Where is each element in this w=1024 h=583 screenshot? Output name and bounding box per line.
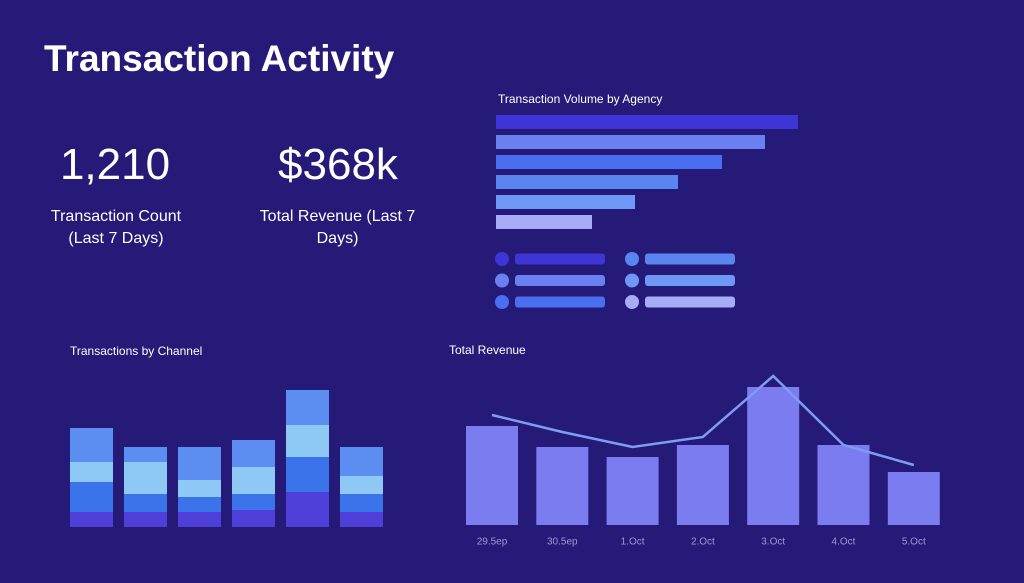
bar-segment bbox=[124, 447, 167, 462]
legend-swatch bbox=[625, 273, 639, 288]
kpi-label: Transaction Count (Last 7 Days) bbox=[50, 208, 182, 247]
x-tick-label: 1.Oct bbox=[621, 537, 645, 548]
bar-segment bbox=[286, 425, 329, 457]
bar-segment bbox=[124, 494, 167, 512]
bar bbox=[496, 175, 678, 189]
bar bbox=[496, 155, 722, 169]
bar-segment bbox=[340, 447, 383, 476]
x-tick-label: 5.Oct bbox=[902, 537, 926, 548]
legend-swatch bbox=[495, 252, 509, 266]
bar-segment bbox=[124, 512, 167, 527]
bar-segment bbox=[232, 510, 275, 527]
legend-swatch bbox=[495, 273, 509, 288]
bar bbox=[496, 135, 765, 149]
bar-segment bbox=[232, 494, 275, 510]
kpi-value: $368k bbox=[278, 140, 398, 189]
x-tick-label: 4.Oct bbox=[832, 537, 856, 548]
x-tick-label: 2.Oct bbox=[691, 537, 715, 548]
bar-segment bbox=[286, 457, 329, 492]
line bbox=[491, 374, 915, 467]
legend-label-placeholder bbox=[515, 253, 605, 265]
x-tick-label: 3.Oct bbox=[761, 537, 785, 548]
bar bbox=[887, 472, 940, 525]
bar-segment bbox=[70, 482, 113, 512]
bar bbox=[466, 426, 518, 525]
chart-title: Transactions by Channel bbox=[70, 344, 202, 358]
bar-segment bbox=[70, 512, 113, 527]
bar-segment bbox=[286, 492, 329, 527]
bar bbox=[496, 195, 635, 209]
legend-swatch bbox=[495, 295, 509, 309]
legend-label-placeholder bbox=[645, 275, 735, 286]
bar-segment bbox=[340, 476, 383, 494]
bar-segment bbox=[286, 390, 329, 425]
bar-segment bbox=[70, 428, 113, 462]
bar bbox=[606, 457, 659, 525]
bar bbox=[676, 445, 729, 525]
kpi-value: 1,210 bbox=[59, 140, 171, 189]
legend-label-placeholder bbox=[515, 275, 605, 286]
bar-segment bbox=[178, 447, 221, 480]
chart-title: Total Revenue bbox=[449, 343, 526, 357]
x-tick-label: 29.5ep bbox=[477, 537, 508, 548]
bar bbox=[496, 115, 798, 129]
bar-segment bbox=[178, 497, 221, 512]
bar bbox=[496, 215, 592, 229]
bar-segment bbox=[178, 480, 221, 497]
bar bbox=[747, 387, 800, 525]
legend-swatch bbox=[625, 252, 639, 266]
legend-swatch bbox=[625, 295, 639, 309]
bar bbox=[817, 445, 870, 525]
chart-title: Transaction Volume by Agency bbox=[498, 92, 662, 106]
x-tick-label: 30.5ep bbox=[547, 537, 578, 548]
bar-segment bbox=[178, 512, 221, 527]
legend-label-placeholder bbox=[645, 296, 735, 308]
legend-label-placeholder bbox=[645, 253, 735, 265]
bar-segment bbox=[124, 462, 167, 494]
bar-segment bbox=[232, 467, 275, 494]
bar-segment bbox=[70, 462, 113, 482]
bar-segment bbox=[340, 494, 383, 512]
kpi-label: Total Revenue (Last 7 Days) bbox=[259, 208, 416, 247]
page-title: Transaction Activity bbox=[44, 38, 395, 79]
bar bbox=[536, 447, 589, 525]
bar-segment bbox=[340, 512, 383, 527]
bar-segment bbox=[232, 440, 275, 467]
legend-label-placeholder bbox=[515, 296, 605, 308]
